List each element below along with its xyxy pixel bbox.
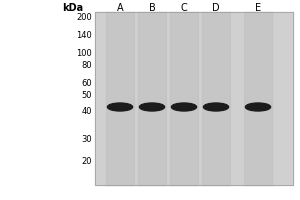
Text: kDa: kDa: [62, 3, 84, 13]
Text: B: B: [148, 3, 155, 13]
Text: C: C: [181, 3, 188, 13]
Bar: [202, 12, 230, 185]
Text: 80: 80: [81, 60, 92, 70]
Text: A: A: [117, 3, 123, 13]
Bar: [170, 12, 198, 185]
Text: 30: 30: [81, 136, 92, 144]
Ellipse shape: [171, 103, 196, 111]
Ellipse shape: [203, 103, 229, 111]
Text: 140: 140: [76, 30, 92, 40]
Text: 20: 20: [82, 158, 92, 166]
Text: 100: 100: [76, 48, 92, 58]
Bar: [106, 12, 134, 185]
Bar: [244, 12, 272, 185]
Text: E: E: [255, 3, 261, 13]
Text: 40: 40: [82, 108, 92, 116]
Text: 60: 60: [81, 78, 92, 88]
Ellipse shape: [107, 103, 133, 111]
Ellipse shape: [140, 103, 165, 111]
Ellipse shape: [245, 103, 271, 111]
Text: 200: 200: [76, 14, 92, 22]
Bar: [95, 12, 293, 185]
Text: D: D: [212, 3, 220, 13]
Bar: [138, 12, 166, 185]
Bar: [95, 12, 293, 185]
Text: 50: 50: [82, 90, 92, 99]
